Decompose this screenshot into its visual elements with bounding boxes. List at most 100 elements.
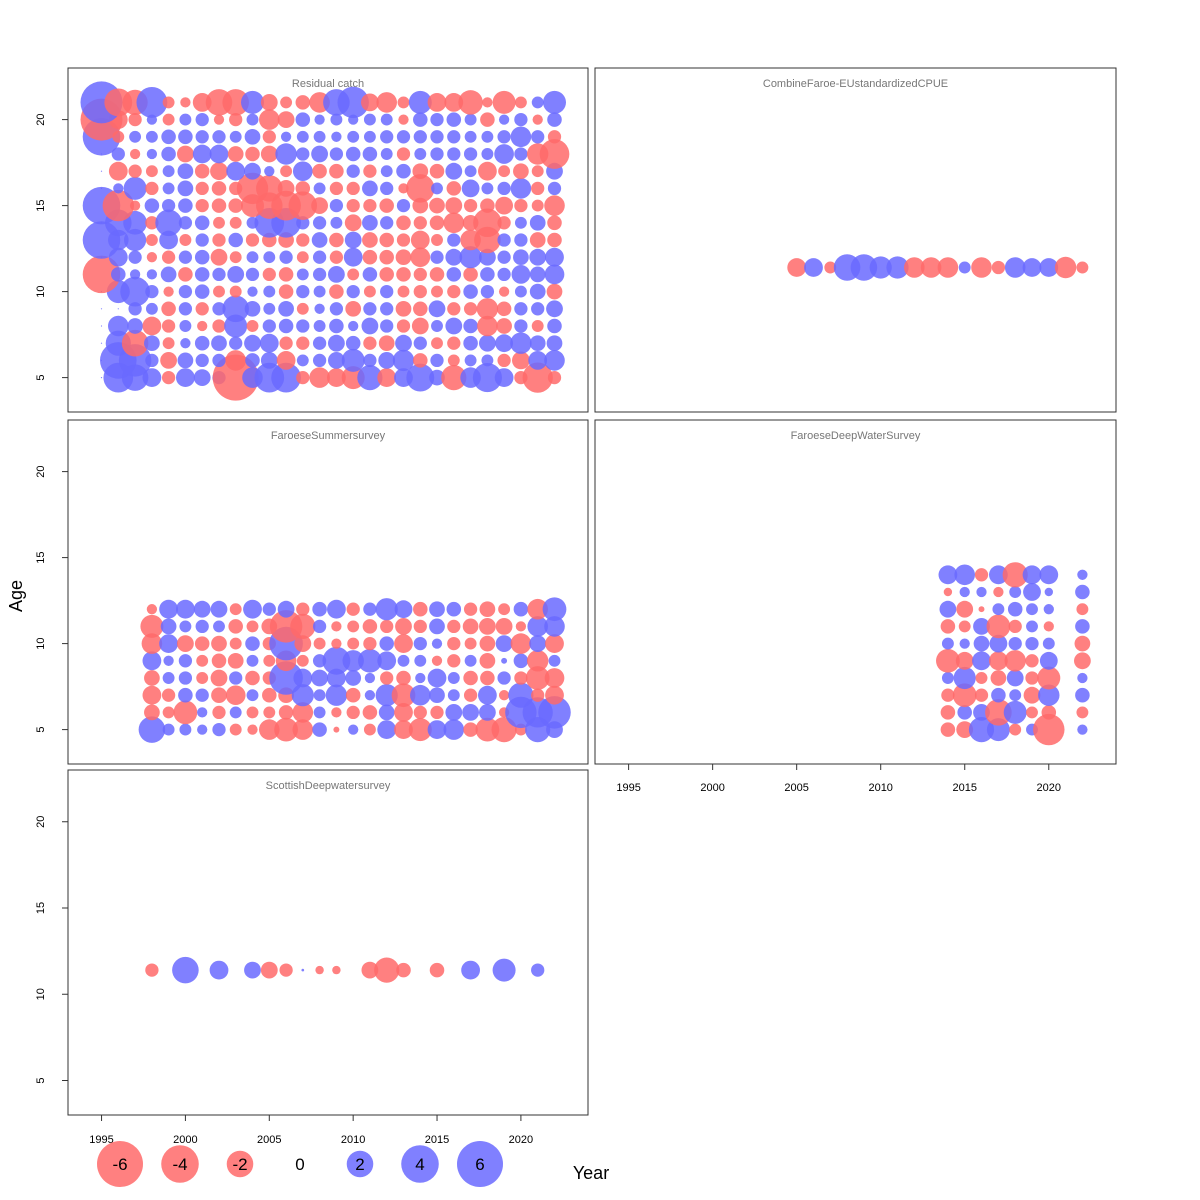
bubble-point	[295, 112, 311, 127]
bubble-point	[312, 601, 327, 617]
bubble-point	[245, 353, 260, 368]
bubble-point	[311, 145, 328, 163]
x-tick-label: 1995	[616, 782, 640, 794]
axes-layer: 5 10 15 20 5 10 15 20 5 10 15 20 1995 2000 2005 2010 201…	[35, 113, 1061, 1146]
bubble-point	[209, 960, 229, 980]
bubble-point	[180, 97, 191, 108]
bubble-point	[332, 965, 341, 975]
bubble-point	[513, 653, 529, 669]
bubble-point	[514, 96, 527, 109]
bubble-point	[515, 621, 527, 632]
bubble-point	[953, 666, 976, 690]
bubble-point	[429, 369, 445, 386]
bubble-point	[1009, 586, 1022, 598]
bubble-point	[229, 603, 242, 616]
bubble-point	[406, 363, 435, 392]
bubble-point	[398, 114, 409, 125]
x-tick-label: 2010	[341, 1134, 365, 1146]
bubble-point	[374, 957, 400, 983]
bubble-point	[514, 302, 528, 316]
panel-frame	[67, 67, 589, 413]
bubble-point	[1044, 587, 1054, 597]
bubble-point	[956, 600, 974, 618]
bubble-point	[128, 250, 142, 264]
bubble-point	[529, 248, 547, 266]
bubble-point	[380, 113, 393, 126]
bubble-point	[146, 148, 158, 160]
bubble-point	[260, 94, 278, 111]
bubble-point	[329, 302, 344, 316]
bubble-point	[295, 95, 311, 110]
bubble-point	[396, 962, 411, 978]
bubble-point	[345, 670, 362, 686]
bubble-point	[159, 230, 178, 250]
bubble-point	[447, 147, 461, 161]
bubble-point	[496, 301, 512, 317]
bubble-point	[479, 618, 496, 635]
bubble-point	[180, 338, 191, 349]
y-tick-label: 15	[35, 199, 47, 211]
legend-label: -2	[232, 1155, 247, 1174]
bubble-point	[296, 336, 310, 350]
bubble-point	[430, 147, 444, 161]
bubble-point	[380, 619, 394, 634]
bubble-point	[413, 705, 427, 720]
bubble-point	[262, 130, 276, 144]
panel-1: CombineFaroe-EUstandardizedCPUE	[594, 67, 1117, 413]
bubble-point	[145, 181, 159, 196]
bubble-point	[245, 267, 260, 282]
bubble-point	[312, 722, 327, 737]
bubble-point	[542, 597, 567, 622]
bubble-point	[195, 302, 209, 316]
bubble-point	[144, 198, 160, 213]
bubble-point	[144, 704, 160, 721]
bubble-point	[120, 276, 150, 307]
bubble-point	[244, 961, 261, 979]
bubble-point	[312, 216, 327, 230]
bubble-point	[413, 130, 427, 144]
bubble-point	[228, 232, 243, 248]
bubble-point	[129, 269, 141, 280]
bubble-point	[445, 248, 463, 266]
bubble-point	[225, 350, 246, 371]
bubble-point	[989, 565, 1008, 585]
panels-layer: Residual catch CombineFaroe-EUstandardize…	[67, 67, 1117, 1116]
bubble-point	[480, 267, 495, 282]
bubble-point	[1025, 654, 1039, 668]
bubble-point	[364, 690, 376, 701]
bubble-point	[379, 636, 394, 651]
bubble-point	[543, 90, 566, 114]
bubble-point	[162, 706, 175, 719]
bubble-point	[498, 165, 511, 178]
y-tick-label: 20	[35, 816, 47, 828]
bubble-point	[920, 257, 942, 278]
bubble-point	[362, 214, 378, 231]
x-tick-label: 2015	[425, 1134, 449, 1146]
bubble-point	[544, 668, 565, 688]
bubble-point	[296, 654, 309, 667]
bubble-point	[347, 130, 360, 143]
bubble-point	[413, 267, 427, 282]
bubble-point	[260, 145, 278, 163]
panel-title: Residual catch	[292, 78, 364, 90]
bubble-point	[395, 249, 412, 266]
bubble-point	[380, 319, 394, 333]
bubble-point	[271, 362, 301, 393]
bubble-point	[943, 587, 953, 597]
bubble-point	[309, 367, 330, 388]
bubble-point	[850, 254, 878, 281]
bubble-point	[529, 335, 546, 352]
bubble-point	[445, 197, 463, 215]
bubble-point	[446, 267, 462, 282]
bubble-point	[210, 600, 228, 618]
bubble-point	[311, 197, 328, 215]
bubble-point	[414, 654, 427, 667]
bubble-point	[394, 634, 413, 653]
bubble-point	[413, 301, 428, 317]
legend-bubble	[401, 1145, 439, 1183]
bubble-point	[446, 112, 462, 127]
bubble-point	[345, 146, 361, 162]
bubble-point	[178, 671, 193, 685]
bubble-point	[322, 646, 351, 675]
bubble-point	[479, 601, 496, 618]
